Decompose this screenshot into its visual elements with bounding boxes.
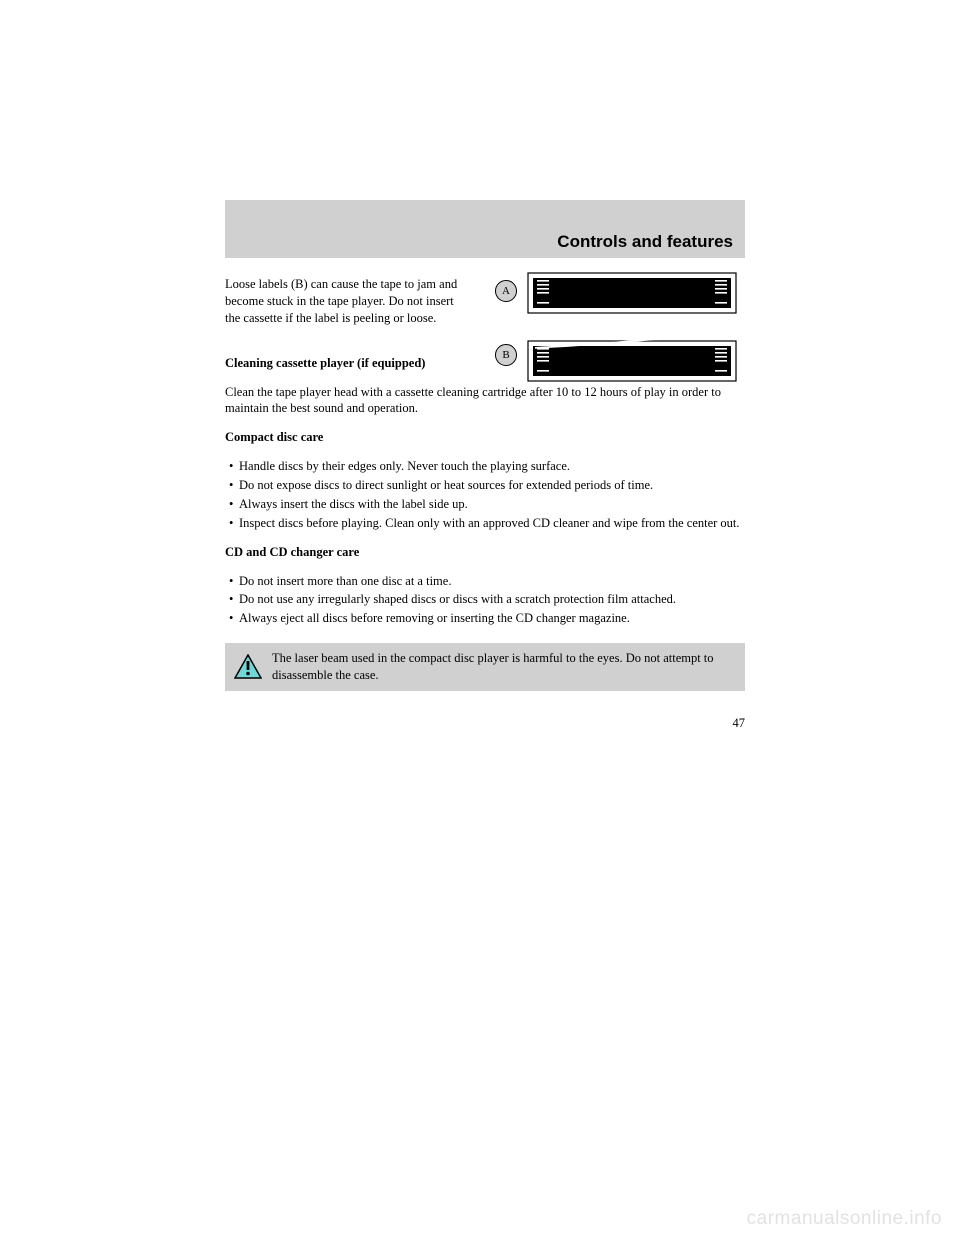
- cassette-icon-a: [527, 272, 737, 314]
- diagram-b-row: B: [495, 336, 745, 382]
- tape-loose-label-text: Loose labels (B) can cause the tape to j…: [225, 276, 465, 327]
- cd-changer-heading: CD and CD changer care: [225, 544, 745, 561]
- header-bar: Controls and features: [225, 200, 745, 258]
- diagram-label-a: A: [495, 280, 517, 302]
- cd-changer-bullets: •Do not insert more than one disc at a t…: [229, 573, 745, 628]
- page-title: Controls and features: [557, 232, 733, 252]
- diagram-label-b: B: [495, 344, 517, 366]
- bullet-text: Always insert the discs with the label s…: [239, 496, 468, 513]
- cd-care-heading: Compact disc care: [225, 429, 745, 446]
- bullet-text: Always eject all discs before removing o…: [239, 610, 630, 627]
- cassette-diagrams: A B: [495, 272, 745, 404]
- diagram-a-row: A: [495, 272, 745, 314]
- warning-box: The laser beam used in the compact disc …: [225, 643, 745, 691]
- page-number: 47: [225, 715, 745, 732]
- bullet-text: Handle discs by their edges only. Never …: [239, 458, 570, 475]
- tape-care-paragraph: Loose labels (B) can cause the tape to j…: [225, 276, 465, 327]
- cassette-icon-b: [527, 336, 737, 382]
- bullet-text: Inspect discs before playing. Clean only…: [239, 515, 740, 532]
- bullet-text: Do not insert more than one disc at a ti…: [239, 573, 451, 590]
- bullet-text: Do not use any irregularly shaped discs …: [239, 591, 676, 608]
- warning-text: The laser beam used in the compact disc …: [272, 650, 736, 684]
- full-text-block: Cleaning cassette player (if equipped) C…: [225, 355, 745, 732]
- cd-care-bullets: •Handle discs by their edges only. Never…: [229, 458, 745, 532]
- watermark: carmanualsonline.info: [747, 1208, 942, 1230]
- warning-triangle-icon: [234, 654, 262, 680]
- bullet-text: Do not expose discs to direct sunlight o…: [239, 477, 653, 494]
